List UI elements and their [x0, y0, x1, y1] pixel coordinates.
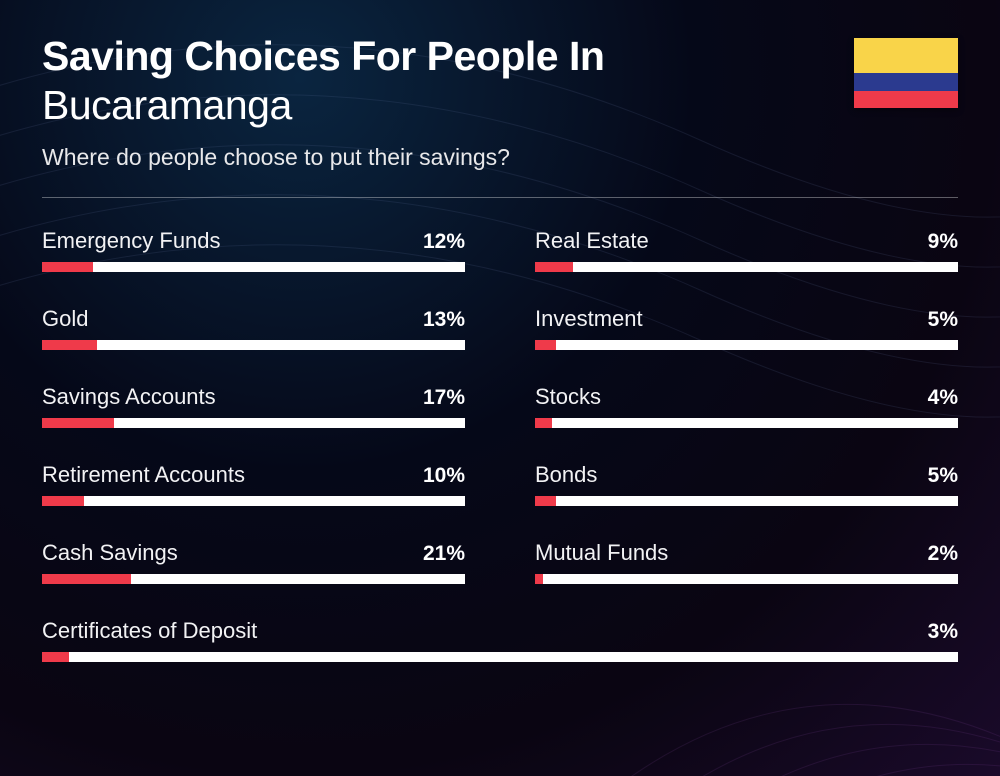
bar-value: 3% — [928, 620, 958, 644]
bar-item-head: Bonds 5% — [535, 462, 958, 488]
bar-track — [42, 418, 465, 428]
bar-value: 4% — [928, 386, 958, 410]
bar-item-head: Savings Accounts 17% — [42, 384, 465, 410]
bar-label: Stocks — [535, 384, 601, 410]
bar-item: Cash Savings 21% — [42, 540, 465, 584]
flag-stripe — [854, 91, 958, 109]
content-container: Saving Choices For People In Bucaramanga… — [0, 0, 1000, 662]
bar-item-head: Certificates of Deposit 3% — [42, 618, 958, 644]
bar-item-head: Gold 13% — [42, 306, 465, 332]
bar-item: Stocks 4% — [535, 384, 958, 428]
title-block: Saving Choices For People In Bucaramanga… — [42, 34, 854, 171]
bar-track — [42, 574, 465, 584]
bar-fill — [535, 340, 556, 350]
bar-label: Savings Accounts — [42, 384, 216, 410]
bar-item: Bonds 5% — [535, 462, 958, 506]
bar-label: Gold — [42, 306, 88, 332]
bar-fill — [535, 262, 573, 272]
bar-value: 17% — [423, 386, 465, 410]
bar-item: Certificates of Deposit 3% — [42, 618, 958, 662]
bar-fill — [42, 574, 131, 584]
bar-item-head: Mutual Funds 2% — [535, 540, 958, 566]
bar-item: Savings Accounts 17% — [42, 384, 465, 428]
bar-item-head: Retirement Accounts 10% — [42, 462, 465, 488]
bar-value: 10% — [423, 464, 465, 488]
bar-label: Bonds — [535, 462, 597, 488]
bar-value: 13% — [423, 308, 465, 332]
bar-label: Retirement Accounts — [42, 462, 245, 488]
bar-item-head: Investment 5% — [535, 306, 958, 332]
bar-fill — [42, 340, 97, 350]
bar-value: 12% — [423, 230, 465, 254]
bar-fill — [42, 496, 84, 506]
bar-item: Emergency Funds 12% — [42, 228, 465, 272]
bar-label: Real Estate — [535, 228, 649, 254]
bar-track — [535, 574, 958, 584]
bars-grid: Emergency Funds 12% Real Estate 9% Gold 13% In… — [42, 228, 958, 662]
bar-fill — [42, 652, 69, 662]
flag-stripe — [854, 73, 958, 91]
bar-value: 5% — [928, 308, 958, 332]
colombia-flag-icon — [854, 38, 958, 108]
bar-label: Certificates of Deposit — [42, 618, 257, 644]
bar-value: 5% — [928, 464, 958, 488]
bar-label: Cash Savings — [42, 540, 178, 566]
bar-track — [42, 652, 958, 662]
subtitle: Where do people choose to put their savi… — [42, 144, 854, 171]
bar-item-head: Stocks 4% — [535, 384, 958, 410]
header-divider — [42, 197, 958, 198]
header-row: Saving Choices For People In Bucaramanga… — [42, 34, 958, 171]
bar-item-head: Real Estate 9% — [535, 228, 958, 254]
title-line-2: Bucaramanga — [42, 81, 854, 130]
bar-track — [42, 340, 465, 350]
bar-value: 21% — [423, 542, 465, 566]
bar-track — [42, 496, 465, 506]
bar-fill — [535, 574, 543, 584]
flag-stripe — [854, 38, 958, 73]
bar-item: Mutual Funds 2% — [535, 540, 958, 584]
title-line-1: Saving Choices For People In — [42, 34, 854, 79]
bar-track — [42, 262, 465, 272]
bar-fill — [535, 496, 556, 506]
bar-item: Investment 5% — [535, 306, 958, 350]
bar-fill — [42, 262, 93, 272]
bar-item: Real Estate 9% — [535, 228, 958, 272]
bar-track — [535, 418, 958, 428]
bar-item-head: Emergency Funds 12% — [42, 228, 465, 254]
bar-track — [535, 340, 958, 350]
bar-value: 2% — [928, 542, 958, 566]
bar-item: Gold 13% — [42, 306, 465, 350]
bar-fill — [535, 418, 552, 428]
bar-label: Emergency Funds — [42, 228, 221, 254]
bar-value: 9% — [928, 230, 958, 254]
bar-track — [535, 262, 958, 272]
bar-item: Retirement Accounts 10% — [42, 462, 465, 506]
bar-label: Mutual Funds — [535, 540, 668, 566]
bar-label: Investment — [535, 306, 643, 332]
bar-track — [535, 496, 958, 506]
bar-item-head: Cash Savings 21% — [42, 540, 465, 566]
bar-fill — [42, 418, 114, 428]
